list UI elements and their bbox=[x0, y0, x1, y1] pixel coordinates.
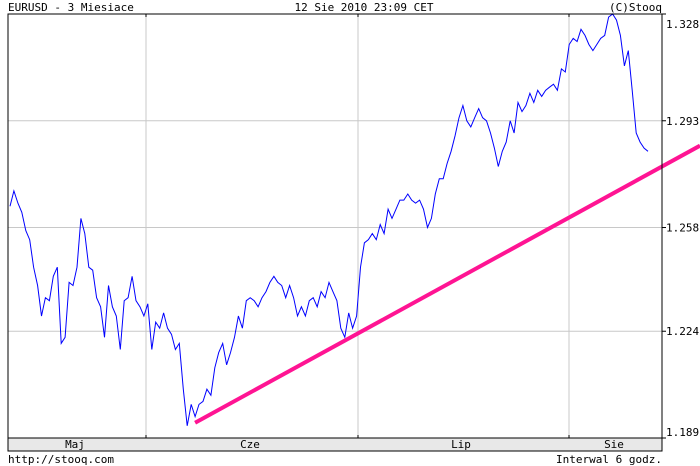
x-tick-label: Lip bbox=[451, 438, 471, 451]
x-axis-band bbox=[8, 438, 662, 451]
trendline bbox=[194, 143, 700, 425]
footer-url[interactable]: http://stooq.com bbox=[8, 453, 114, 466]
y-tick-label: 1.328 bbox=[666, 18, 699, 31]
chart-title: EURUSD - 3 Miesiace bbox=[8, 1, 134, 14]
y-tick-label: 1.258 bbox=[666, 222, 699, 235]
x-axis: Maj Cze Lip Sie bbox=[65, 14, 624, 451]
x-tick-label: Sie bbox=[604, 438, 624, 451]
x-tick-label: Maj bbox=[65, 438, 85, 451]
grid bbox=[8, 13, 662, 439]
y-tick-label: 1.224 bbox=[666, 325, 699, 338]
series-line bbox=[9, 13, 649, 426]
plot-border bbox=[7, 13, 663, 452]
copyright: (C)Stooq bbox=[609, 1, 662, 14]
y-axis: 1.328 1.293 1.258 1.224 1.189 bbox=[662, 13, 699, 439]
footer-interval: Interwal 6 godz. bbox=[556, 453, 662, 466]
y-tick-label: 1.189 bbox=[666, 426, 699, 439]
timestamp: 12 Sie 2010 23:09 CET bbox=[294, 1, 433, 14]
y-tick-label: 1.293 bbox=[666, 115, 699, 128]
x-tick-label: Cze bbox=[240, 438, 260, 451]
